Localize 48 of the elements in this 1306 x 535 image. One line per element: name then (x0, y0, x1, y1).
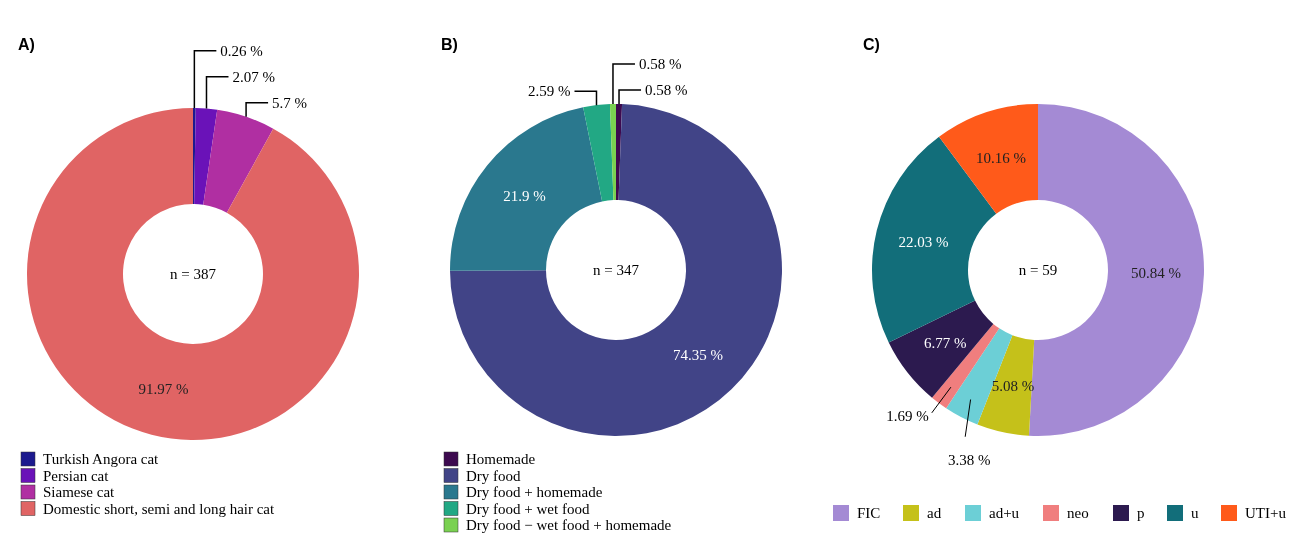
legend-label: u (1191, 505, 1199, 522)
legend-label: neo (1067, 505, 1089, 522)
donut-slice (977, 335, 1035, 436)
legend-label: ad (927, 505, 942, 522)
donut-slice (939, 104, 1038, 214)
donut-slice (193, 108, 196, 205)
legend-label: Dry food + homemade (466, 484, 603, 501)
chart-title: A) (18, 36, 35, 53)
data-label: 91.97 % (138, 380, 189, 397)
legend-label: p (1137, 505, 1145, 522)
legend-label: Domestic short, semi and long hair cat (43, 500, 276, 517)
legend-label: Dry food + wet food (466, 500, 590, 517)
legend-label: UTI+u (1245, 505, 1287, 522)
data-label: 50.84 % (1130, 265, 1181, 282)
donut-slice (888, 300, 994, 398)
chart-title: C) (863, 36, 880, 53)
data-label: 22.03 % (898, 234, 949, 251)
legend-label: FIC (857, 505, 881, 522)
data-label: 2.59 % (527, 83, 571, 100)
donut-slice (27, 108, 359, 440)
text: n = 347 (593, 262, 640, 279)
donut-slice (583, 104, 614, 202)
data-label: 0.26 % (220, 42, 263, 59)
text: n = 59 (1018, 262, 1058, 279)
legend-label: Dry food (466, 467, 522, 484)
text: n = 387 (170, 266, 217, 283)
data-label: 0.58 % (638, 56, 682, 73)
data-label: 21.9 % (503, 187, 546, 204)
data-label: 2.07 % (232, 68, 275, 85)
donut-slice (609, 104, 616, 201)
donut-slice (194, 108, 218, 205)
legend-label: Turkish Angora cat (43, 451, 160, 468)
donut-slice (450, 104, 782, 436)
donut-slice (203, 109, 274, 213)
legend-label: Persian cat (43, 467, 110, 484)
data-label: 10.16 % (975, 150, 1026, 167)
data-label: 0.58 % (645, 82, 688, 99)
data-label: 6.77 % (923, 335, 967, 352)
data-label: 5.7 % (272, 94, 308, 111)
legend-label: ad+u (989, 505, 1020, 522)
data-label: 1.69 % (886, 407, 929, 424)
chart-title: B) (441, 36, 458, 53)
legend-label: Dry food − wet food + homemade (466, 517, 672, 534)
data-label: 74.35 % (673, 347, 724, 364)
data-label: 3.38 % (947, 451, 991, 468)
legend-label: Siamese cat (43, 484, 116, 501)
donut-slice (616, 104, 623, 201)
legend-label: Homemade (466, 451, 536, 468)
